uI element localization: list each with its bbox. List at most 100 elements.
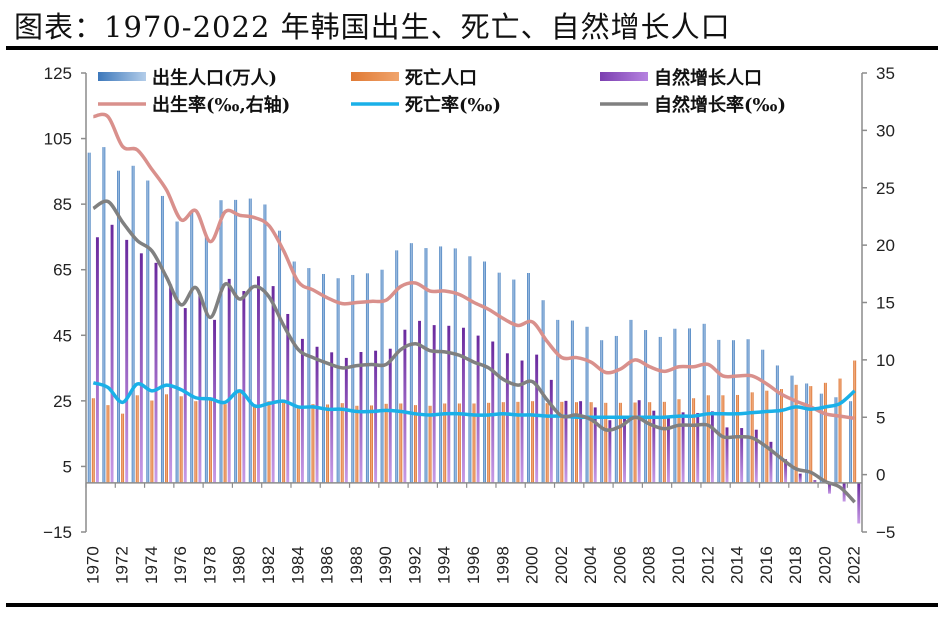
bar-deaths-2003	[575, 402, 578, 483]
bar-natural-increase-2013	[725, 427, 729, 483]
bar-births-2008	[644, 330, 648, 483]
bar-natural-increase-1995	[461, 327, 465, 483]
bar-natural-increase-1975	[169, 284, 173, 483]
left-y-tick-label: −15	[43, 523, 72, 542]
bar-deaths-1986	[326, 404, 330, 483]
bar-births-1977	[190, 212, 194, 483]
right-y-tick-label: −5	[876, 523, 895, 542]
bar-deaths-1972	[121, 413, 125, 483]
x-tick-label: 1988	[347, 546, 366, 584]
x-tick-label: 2014	[728, 546, 747, 584]
legend-label-deaths: 死亡人口	[405, 67, 477, 89]
left-y-tick-label: 5	[63, 457, 72, 476]
natural-increase-rate-line	[92, 199, 856, 504]
bar-deaths-1984	[296, 405, 300, 483]
bar-natural-increase-1981	[257, 276, 260, 483]
x-tick-label: 2016	[757, 546, 776, 584]
bar-births-1978	[204, 236, 208, 483]
bar-deaths-1981	[252, 405, 256, 483]
x-tick-label: 1992	[405, 546, 424, 584]
bar-natural-increase-2020	[828, 482, 831, 494]
bar-deaths-1995	[457, 403, 461, 483]
bar-natural-increase-2009	[666, 417, 670, 483]
bar-births-2006	[614, 335, 618, 483]
bar-deaths-2012	[706, 395, 710, 483]
bar-deaths-2017	[780, 389, 783, 483]
left-y-tick-label: 85	[53, 195, 72, 214]
bar-natural-increase-2005	[608, 420, 612, 483]
bar-deaths-1999	[516, 401, 520, 483]
right-y-tick-label: 30	[876, 121, 895, 140]
x-tick-label: 1970	[83, 546, 102, 584]
bar-births-2003	[570, 320, 574, 483]
bar-natural-increase-2007	[637, 400, 641, 483]
bar-deaths-2018	[794, 384, 798, 483]
bar-deaths-1980	[238, 391, 242, 483]
bar-deaths-2001	[545, 403, 549, 483]
bar-deaths-1987	[340, 403, 344, 483]
bar-natural-increase-2016	[769, 441, 773, 483]
bar-deaths-2013	[721, 395, 725, 483]
legend-swatch-births	[98, 72, 146, 81]
bar-deaths-1988	[355, 405, 359, 483]
bar-natural-increase-1984	[300, 338, 304, 483]
bar-births-1971	[102, 147, 106, 483]
bar-natural-increase-2001	[549, 379, 553, 483]
bar-deaths-1979	[223, 404, 227, 483]
bar-natural-increase-1986	[330, 352, 334, 483]
bar-births-1975	[160, 195, 164, 483]
bar-births-1990	[380, 269, 384, 483]
bar-births-2020	[819, 393, 823, 483]
bar-natural-increase-1976	[183, 308, 187, 483]
bar-deaths-1971	[106, 405, 110, 483]
bar-births-1981	[248, 198, 252, 483]
bar-deaths-1992	[413, 405, 417, 483]
x-tick-label: 1982	[259, 546, 278, 584]
bar-deaths-1998	[501, 402, 505, 483]
legend-label-natural-increase: 自然增长人口	[654, 67, 762, 89]
bar-births-2013	[717, 339, 721, 483]
bar-births-2007	[629, 319, 633, 483]
bar-natural-increase-2003	[579, 401, 583, 483]
x-tick-label: 2000	[523, 546, 542, 584]
bar-deaths-2016	[765, 390, 769, 483]
bar-births-2021	[834, 397, 838, 483]
bar-natural-increase-2000	[535, 354, 539, 483]
bar-births-2015	[746, 339, 750, 483]
bar-deaths-1994	[443, 403, 447, 483]
x-tick-label: 2010	[669, 546, 688, 584]
bar-deaths-2004	[589, 402, 593, 483]
bar-deaths-2002	[560, 401, 564, 483]
chart-title: 图表：1970-2022 年韩国出生、死亡、自然增长人口	[14, 10, 731, 44]
bottom-divider	[6, 603, 938, 607]
bar-natural-increase-2022	[857, 482, 861, 524]
title-divider	[6, 46, 938, 50]
bar-natural-increase-2002	[564, 400, 568, 483]
bar-natural-increase-1982	[271, 286, 275, 483]
bar-births-2016	[761, 349, 765, 483]
bar-births-1986	[322, 273, 325, 483]
x-tick-label: 2012	[698, 546, 717, 584]
x-tick-label: 1990	[376, 546, 395, 584]
legend-label-birth-rate: 出生率(‰,右轴)	[152, 94, 290, 116]
bar-births-1973	[131, 165, 135, 483]
right-y-tick-label: 15	[876, 294, 895, 313]
x-tick-label: 2020	[815, 546, 834, 584]
bar-births-1999	[512, 279, 516, 483]
bar-births-1994	[439, 246, 443, 483]
bar-deaths-2014	[736, 394, 740, 483]
bar-natural-increase-1999	[520, 360, 524, 483]
bar-natural-increase-1993	[432, 325, 436, 483]
bar-births-2012	[702, 323, 706, 483]
bar-births-1992	[409, 243, 413, 483]
bar-deaths-1970	[91, 398, 95, 483]
left-y-tick-label: 25	[53, 392, 72, 411]
bar-natural-increase-2019	[813, 480, 817, 483]
x-tick-label: 1996	[464, 546, 483, 584]
bar-births-2005	[600, 340, 604, 483]
bar-deaths-2005	[604, 402, 608, 483]
bar-natural-increase-1992	[418, 320, 421, 483]
bar-natural-increase-1994	[447, 325, 451, 483]
bar-natural-increase-1998	[505, 353, 509, 483]
